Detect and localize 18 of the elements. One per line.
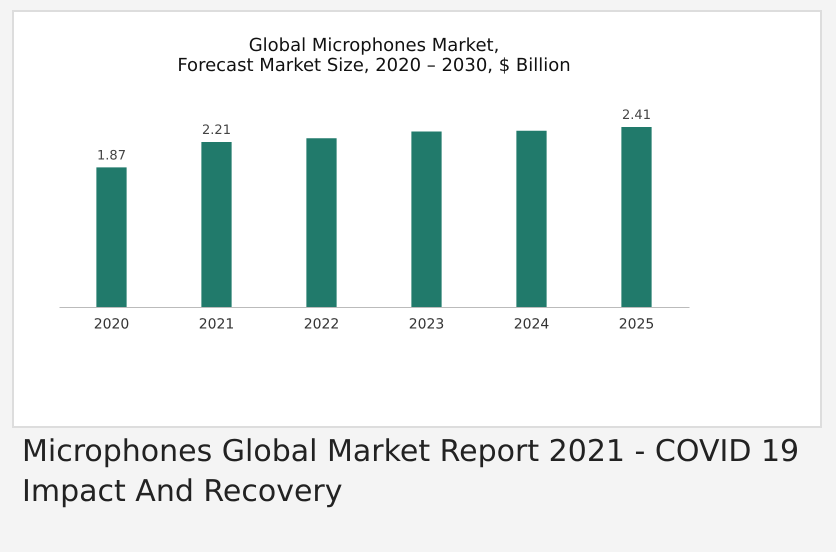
bar	[306, 138, 337, 307]
x-tick-label: 2024	[514, 316, 550, 332]
bar	[621, 127, 652, 307]
x-tick-label: 2021	[198, 316, 234, 332]
bar	[96, 167, 127, 307]
x-tick-label: 2023	[408, 316, 444, 332]
bar	[201, 142, 232, 307]
text: Global Microphones Market,	[248, 35, 500, 56]
text: Forecast Market Size, 2020 – 2030, $ Billion	[177, 55, 571, 76]
x-tick-label: 2025	[618, 316, 654, 332]
data-label: 2.41	[622, 108, 651, 123]
x-tick-label: 2022	[304, 316, 340, 332]
x-tick-label: 2020	[94, 316, 130, 332]
text: Microphones Global Market Report 2021 - COVID 19 Impact And Recovery	[22, 433, 800, 511]
data-label: 1.87	[97, 148, 126, 164]
bar	[516, 130, 547, 307]
bar	[411, 131, 442, 307]
data-label: 2.21	[202, 122, 231, 138]
